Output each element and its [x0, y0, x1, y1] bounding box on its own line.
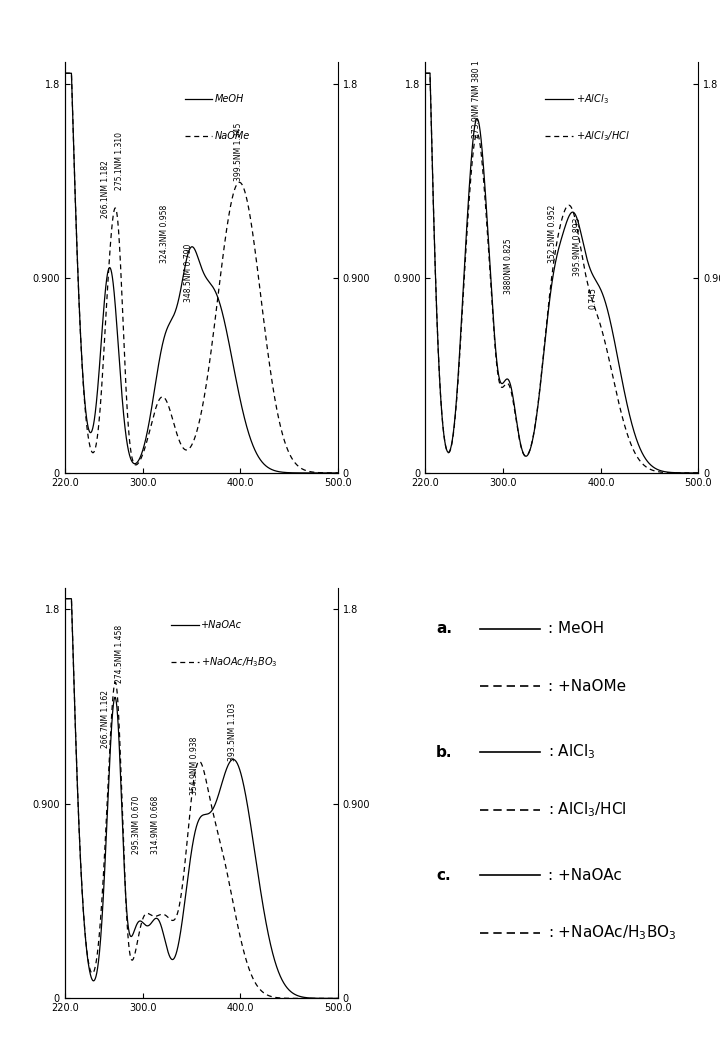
Text: 266.7NM 1.162: 266.7NM 1.162 [102, 690, 110, 748]
Text: 348.5NM 0.790: 348.5NM 0.790 [184, 243, 193, 303]
Text: 266.1NM 1.182: 266.1NM 1.182 [102, 160, 110, 218]
Text: 0.745: 0.745 [588, 287, 598, 309]
Text: NaOMe: NaOMe [215, 131, 251, 141]
Text: : +NaOMe: : +NaOMe [548, 679, 626, 694]
Text: 274.5NM 1.458: 274.5NM 1.458 [115, 625, 124, 683]
Text: 399.5NM 1.345: 399.5NM 1.345 [234, 123, 243, 181]
Text: 295.3NM 0.670: 295.3NM 0.670 [132, 796, 140, 854]
Text: 324.3NM 0.958: 324.3NM 0.958 [160, 205, 168, 263]
Text: : +NaOAc: : +NaOAc [548, 867, 622, 883]
Text: 273.9NM 7NM 380 1: 273.9NM 7NM 380 1 [472, 60, 480, 138]
Text: : +NaOAc/H$_3$BO$_3$: : +NaOAc/H$_3$BO$_3$ [548, 924, 677, 942]
Text: : AlCl$_3$/HCl: : AlCl$_3$/HCl [548, 800, 627, 818]
Text: b.: b. [436, 745, 453, 759]
Text: 3880NM 0.825: 3880NM 0.825 [504, 238, 513, 293]
Text: +AlCl$_3$: +AlCl$_3$ [575, 93, 608, 106]
Text: 275.1NM 1.310: 275.1NM 1.310 [115, 132, 124, 190]
Text: MeOH: MeOH [215, 95, 244, 104]
Text: +NaOAc/H$_3$BO$_3$: +NaOAc/H$_3$BO$_3$ [202, 655, 278, 669]
Text: 352.5NM 0.952: 352.5NM 0.952 [548, 205, 557, 263]
Text: 393.5NM 1.103: 393.5NM 1.103 [228, 702, 237, 760]
Text: a.: a. [436, 622, 452, 636]
Text: : AlCl$_3$: : AlCl$_3$ [548, 743, 595, 761]
Text: +NaOAc: +NaOAc [202, 620, 243, 630]
Text: 314.9NM 0.668: 314.9NM 0.668 [151, 796, 160, 854]
Text: 395.9NM 0.893: 395.9NM 0.893 [573, 218, 582, 277]
Text: 354.9NM 0.938: 354.9NM 0.938 [190, 737, 199, 796]
Text: : MeOH: : MeOH [548, 622, 604, 636]
Text: +AlCl$_3$/HCl: +AlCl$_3$/HCl [575, 129, 629, 144]
Text: c.: c. [436, 867, 451, 883]
